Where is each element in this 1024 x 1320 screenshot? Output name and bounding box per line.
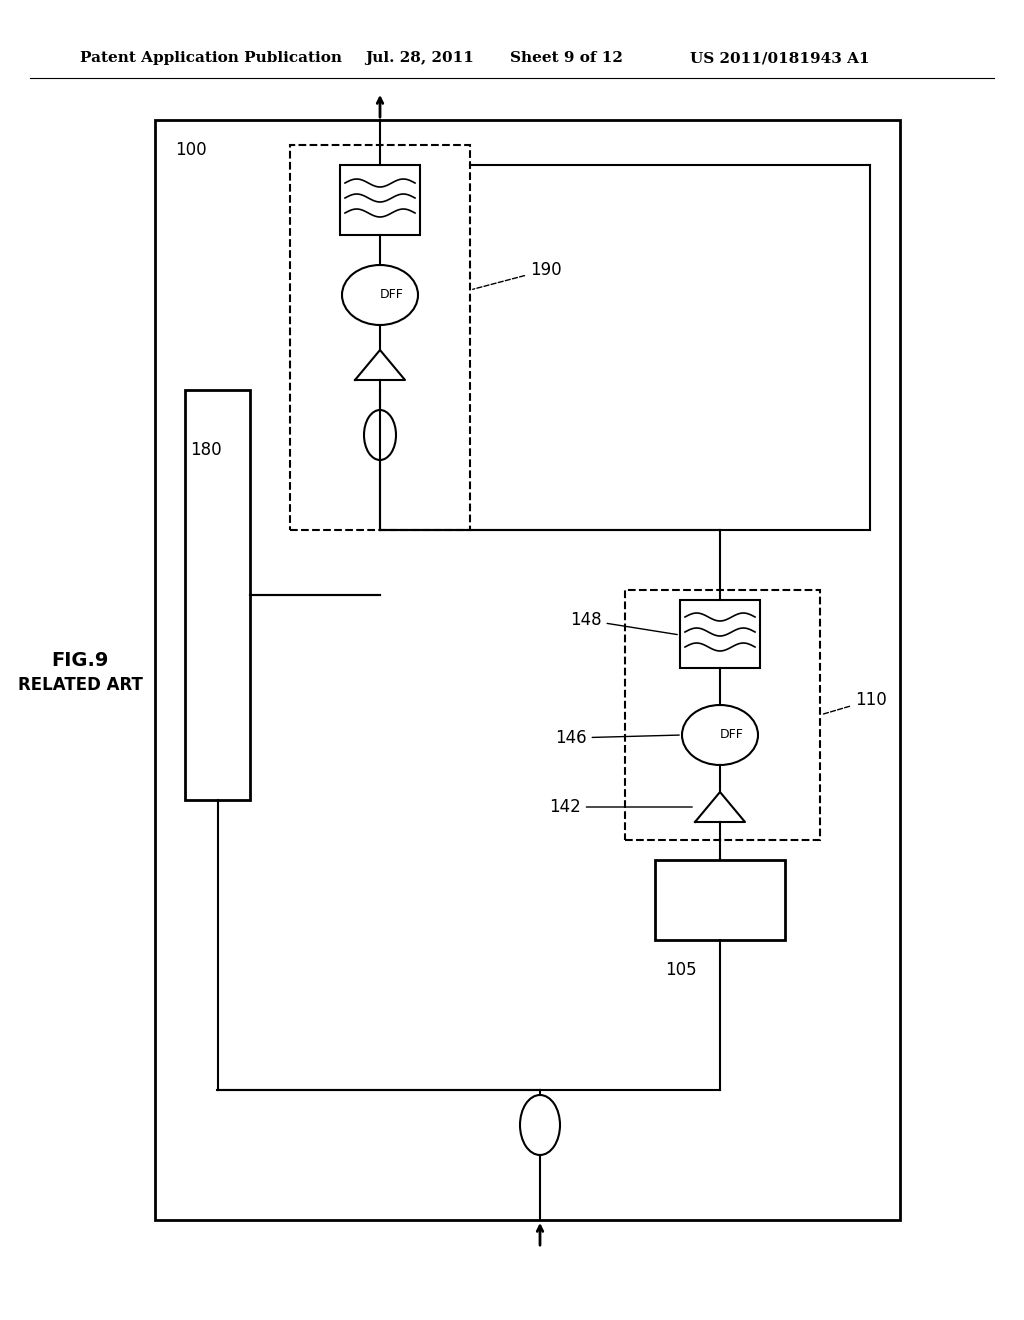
Text: DFF: DFF: [720, 729, 744, 742]
Text: 190: 190: [473, 261, 561, 289]
Text: Sheet 9 of 12: Sheet 9 of 12: [510, 51, 623, 65]
Bar: [625, 590, 820, 840]
Text: FIG.9: FIG.9: [51, 651, 109, 669]
Text: 100: 100: [175, 141, 207, 158]
Text: 180: 180: [190, 441, 221, 459]
Text: Patent Application Publication: Patent Application Publication: [80, 51, 342, 65]
Bar: [655, 861, 785, 940]
Bar: [680, 601, 760, 668]
Text: 105: 105: [665, 961, 696, 979]
Text: Jul. 28, 2011: Jul. 28, 2011: [365, 51, 474, 65]
Text: 148: 148: [570, 611, 677, 635]
Text: US 2011/0181943 A1: US 2011/0181943 A1: [690, 51, 869, 65]
Text: RELATED ART: RELATED ART: [17, 676, 142, 694]
Bar: [290, 145, 470, 531]
Text: 146: 146: [555, 729, 679, 747]
Text: 110: 110: [822, 690, 887, 714]
Text: DFF: DFF: [380, 289, 403, 301]
Bar: [340, 165, 420, 235]
Bar: [155, 120, 900, 1220]
Bar: [185, 389, 250, 800]
Text: 142: 142: [549, 799, 692, 816]
